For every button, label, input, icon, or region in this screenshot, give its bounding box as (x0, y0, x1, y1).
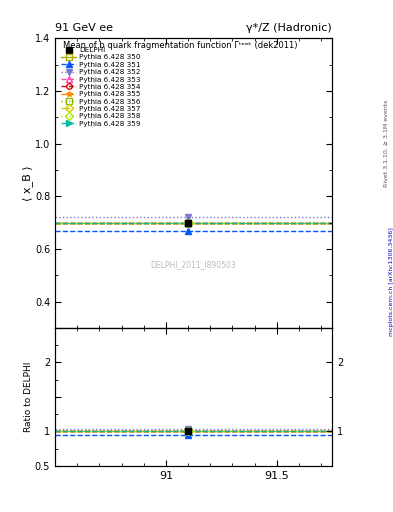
Y-axis label: Ratio to DELPHI: Ratio to DELPHI (24, 362, 33, 432)
Text: Rivet 3.1.10, ≥ 3.1M events: Rivet 3.1.10, ≥ 3.1M events (384, 100, 388, 187)
Text: DELPHI_2011_I890503: DELPHI_2011_I890503 (151, 260, 237, 269)
Text: mcplots.cern.ch [arXiv:1306.3436]: mcplots.cern.ch [arXiv:1306.3436] (389, 227, 393, 336)
Text: 91 GeV ee: 91 GeV ee (55, 23, 113, 33)
Y-axis label: ⟨ x_B ⟩: ⟨ x_B ⟩ (22, 165, 33, 201)
Text: Mean of b quark fragmentation function Γᵗᵉᵃᵏ (dek2011): Mean of b quark fragmentation function Γ… (63, 41, 298, 50)
Text: γ*/Z (Hadronic): γ*/Z (Hadronic) (246, 23, 332, 33)
Legend: DELPHI, Pythia 6.428 350, Pythia 6.428 351, Pythia 6.428 352, Pythia 6.428 353, : DELPHI, Pythia 6.428 350, Pythia 6.428 3… (61, 47, 141, 126)
